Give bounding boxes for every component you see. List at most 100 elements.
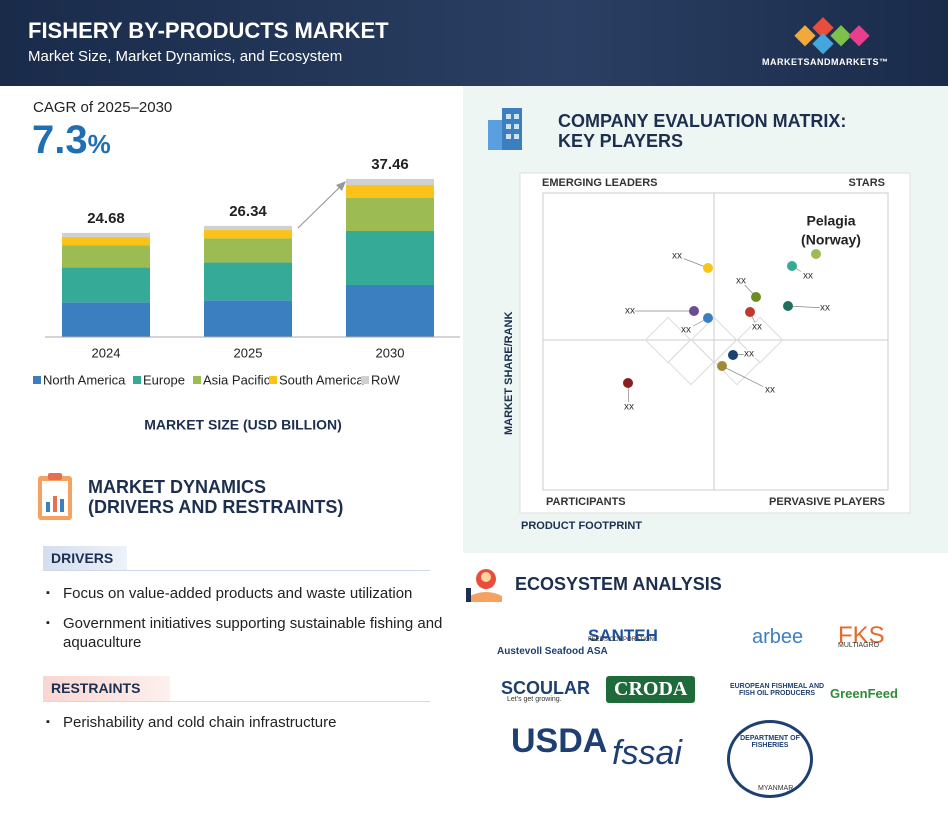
legend-swatch: [361, 376, 369, 384]
company-dot: [689, 306, 699, 316]
bar-segment: [204, 300, 292, 337]
bar-segment: [204, 230, 292, 239]
logo-tagline: MYANMAR: [758, 785, 794, 792]
leader-line: [721, 365, 771, 391]
company-dot: [751, 292, 761, 302]
company-logo: Austevoll Seafood ASA: [497, 646, 608, 657]
company-dot: [703, 263, 713, 273]
bar-chart: 24.68 2024 26.34 2025 37.46 2030 North America…: [33, 156, 460, 433]
logo-tagline: MULTIAGRO: [838, 642, 880, 649]
bar-segment: [62, 267, 150, 303]
cagr-unit: %: [87, 129, 111, 159]
total-label: 24.68: [87, 210, 125, 227]
company-label: xx: [820, 303, 830, 314]
company-dot: [623, 378, 633, 388]
bar-segment: [204, 225, 292, 231]
matrix-x-label: PRODUCT FOOTPRINT: [521, 520, 642, 532]
company-dot: [787, 261, 797, 271]
highlight-dot: [811, 249, 821, 259]
brand: MARKETSANDMARKETS™: [762, 57, 889, 67]
bar-segment: [346, 198, 434, 232]
company-dot: [728, 350, 738, 360]
bar-segment: [62, 302, 150, 337]
dynamics-icon: [38, 473, 72, 520]
company-label: xx: [765, 385, 775, 396]
driver: Government initiatives supporting sustai…: [46, 614, 443, 652]
company-dot: [703, 313, 713, 323]
company-label: xx: [625, 306, 635, 317]
restraints-heading: RESTRAINTS: [43, 676, 170, 701]
brand-icon: [794, 17, 870, 54]
quadrant-label: PERVASIVE PLAYERS: [769, 496, 885, 508]
matrix-plot: [542, 192, 889, 491]
company-dot: [783, 301, 793, 311]
company-label: xx: [803, 271, 813, 282]
bar-segment: [62, 232, 150, 238]
company-dot: [745, 307, 755, 317]
matrix-title-line: COMPANY EVALUATION MATRIX:: [558, 111, 847, 131]
cagr-label: CAGR of 2025–2030: [33, 99, 173, 116]
header-title: FISHERY BY-PRODUCTS MARKET: [28, 18, 389, 43]
company-label: xx: [624, 402, 634, 413]
driver: Focus on value-added products and waste …: [46, 584, 443, 603]
restraint: Perishability and cold chain infrastruct…: [46, 713, 443, 732]
total-label: 26.34: [229, 203, 267, 220]
header-subtitle: Market Size, Market Dynamics, and Ecosys…: [28, 48, 343, 65]
matrix-y-label: MARKET SHARE/RANK: [503, 312, 515, 436]
bar-segment: [346, 179, 434, 186]
company-logo: SANTEH: [588, 626, 658, 645]
bar-segment: [204, 262, 292, 301]
bar-segment: [62, 237, 150, 246]
leader-line: [787, 305, 826, 309]
legend-swatch: [33, 376, 41, 384]
x-tick-label: 2025: [234, 345, 263, 360]
legend-label: North America: [43, 372, 126, 387]
cagr-value: 7.3%: [32, 118, 111, 163]
legend-label: RoW: [371, 372, 401, 387]
leader-line: [676, 255, 709, 269]
restraints-rule: [43, 701, 430, 702]
legend-label: Europe: [143, 372, 185, 387]
highlight-label: Pelagia: [806, 213, 855, 229]
growth-arrowhead: [336, 181, 346, 191]
company-logo: arbee: [752, 626, 804, 648]
matrix: EMERGING LEADERS STARS PARTICIPANTS PERVASI…: [503, 172, 911, 532]
bar-segment: [62, 245, 150, 268]
company-logo: SCOULAR: [501, 678, 590, 698]
legend-swatch: [269, 376, 277, 384]
bar-segment: [346, 231, 434, 285]
company-logo: CRODA: [606, 676, 696, 703]
x-tick-label: 2030: [376, 345, 405, 360]
ecosystem-title: ECOSYSTEM ANALYSIS: [515, 574, 722, 594]
growth-arrow: [297, 184, 343, 229]
x-axis-title: MARKET SIZE (USD BILLION): [144, 417, 342, 433]
company-label: xx: [672, 251, 682, 262]
logo-tagline: Let's get growing.: [507, 696, 562, 703]
company-label: xx: [681, 325, 691, 336]
total-label: 37.46: [371, 156, 409, 173]
legend-swatch: [133, 376, 141, 384]
company-logo: DEPARTMENT OF FISHERIES: [727, 720, 813, 798]
cagr-number: 7.3: [32, 118, 88, 162]
matrix-diamond: [644, 316, 692, 364]
company-logo: fssai: [612, 734, 682, 772]
matrix-diamond: [736, 316, 784, 364]
quadrant-label: STARS: [849, 177, 885, 189]
drivers-rule: [43, 570, 430, 571]
quadrant-label: PARTICIPANTS: [546, 496, 626, 508]
ecosystem-icon: [466, 569, 502, 602]
dynamics-title-line: (DRIVERS AND RESTRAINTS): [88, 497, 344, 517]
company-logo: GreenFeed: [830, 686, 898, 701]
legend-swatch: [193, 376, 201, 384]
legend-label: South America: [279, 372, 364, 387]
quadrant-label: EMERGING LEADERS: [542, 177, 658, 189]
company-logo: FKS: [838, 622, 885, 649]
dynamics-title: MARKET DYNAMICS (DRIVERS AND RESTRAINTS): [88, 477, 343, 517]
matrix-title-line: KEY PLAYERS: [558, 131, 684, 151]
legend-label: Asia Pacific: [203, 372, 271, 387]
company-label: xx: [752, 322, 762, 333]
bar-segment: [346, 284, 434, 337]
company-label: xx: [744, 349, 754, 360]
company-logo: USDA: [511, 722, 608, 760]
